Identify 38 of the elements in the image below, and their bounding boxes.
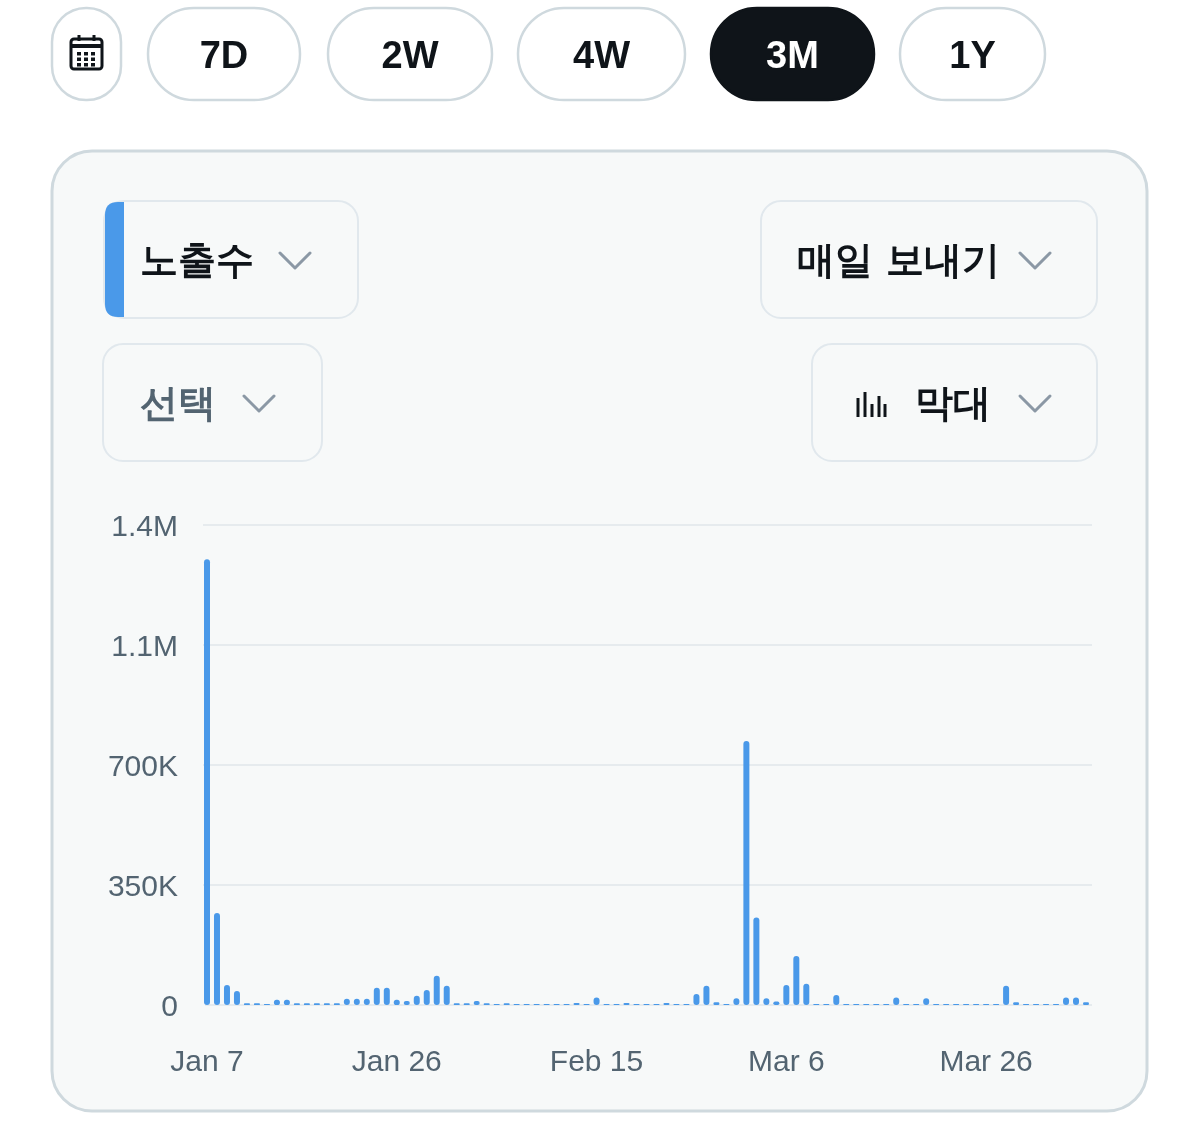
x-tick-label: Mar 26 — [939, 1044, 1033, 1077]
x-tick-label: Mar 6 — [748, 1044, 825, 1077]
y-tick-label: 350K — [107, 869, 178, 902]
bar — [713, 1002, 720, 1005]
bar — [1013, 1002, 1020, 1005]
text: 2W — [381, 34, 439, 76]
x-tick-label: Jan 26 — [351, 1044, 442, 1077]
bar — [223, 985, 230, 1005]
bar — [783, 985, 790, 1005]
bar — [753, 917, 760, 1005]
text: 7D — [199, 34, 249, 76]
bar — [423, 989, 430, 1005]
bar — [743, 741, 750, 1005]
y-tick-label: 1.4M — [111, 509, 178, 542]
bar — [443, 985, 450, 1005]
y-tick-label: 700K — [107, 749, 178, 782]
text: 4W — [573, 34, 631, 76]
bar — [204, 559, 210, 1005]
y-tick-label: 1.1M — [111, 629, 178, 662]
text: 선택 — [140, 381, 216, 425]
text: 매일 보내기 — [797, 238, 1001, 282]
x-tick-label: Jan 7 — [170, 1044, 244, 1077]
bar — [433, 975, 440, 1005]
bar — [1083, 1002, 1089, 1005]
y-tick-label: 0 — [161, 989, 178, 1022]
text: 1Y — [949, 34, 996, 76]
bar — [1003, 985, 1010, 1005]
text: 노출수 — [140, 238, 254, 282]
x-tick-label: Feb 15 — [549, 1044, 644, 1077]
bar — [213, 913, 220, 1005]
bar — [793, 955, 800, 1005]
text: 3M — [766, 34, 819, 76]
text: 막대 — [915, 381, 991, 425]
bar — [703, 985, 710, 1005]
bar — [373, 987, 380, 1005]
bar — [383, 987, 390, 1005]
bar — [233, 990, 240, 1005]
bar — [803, 983, 810, 1005]
